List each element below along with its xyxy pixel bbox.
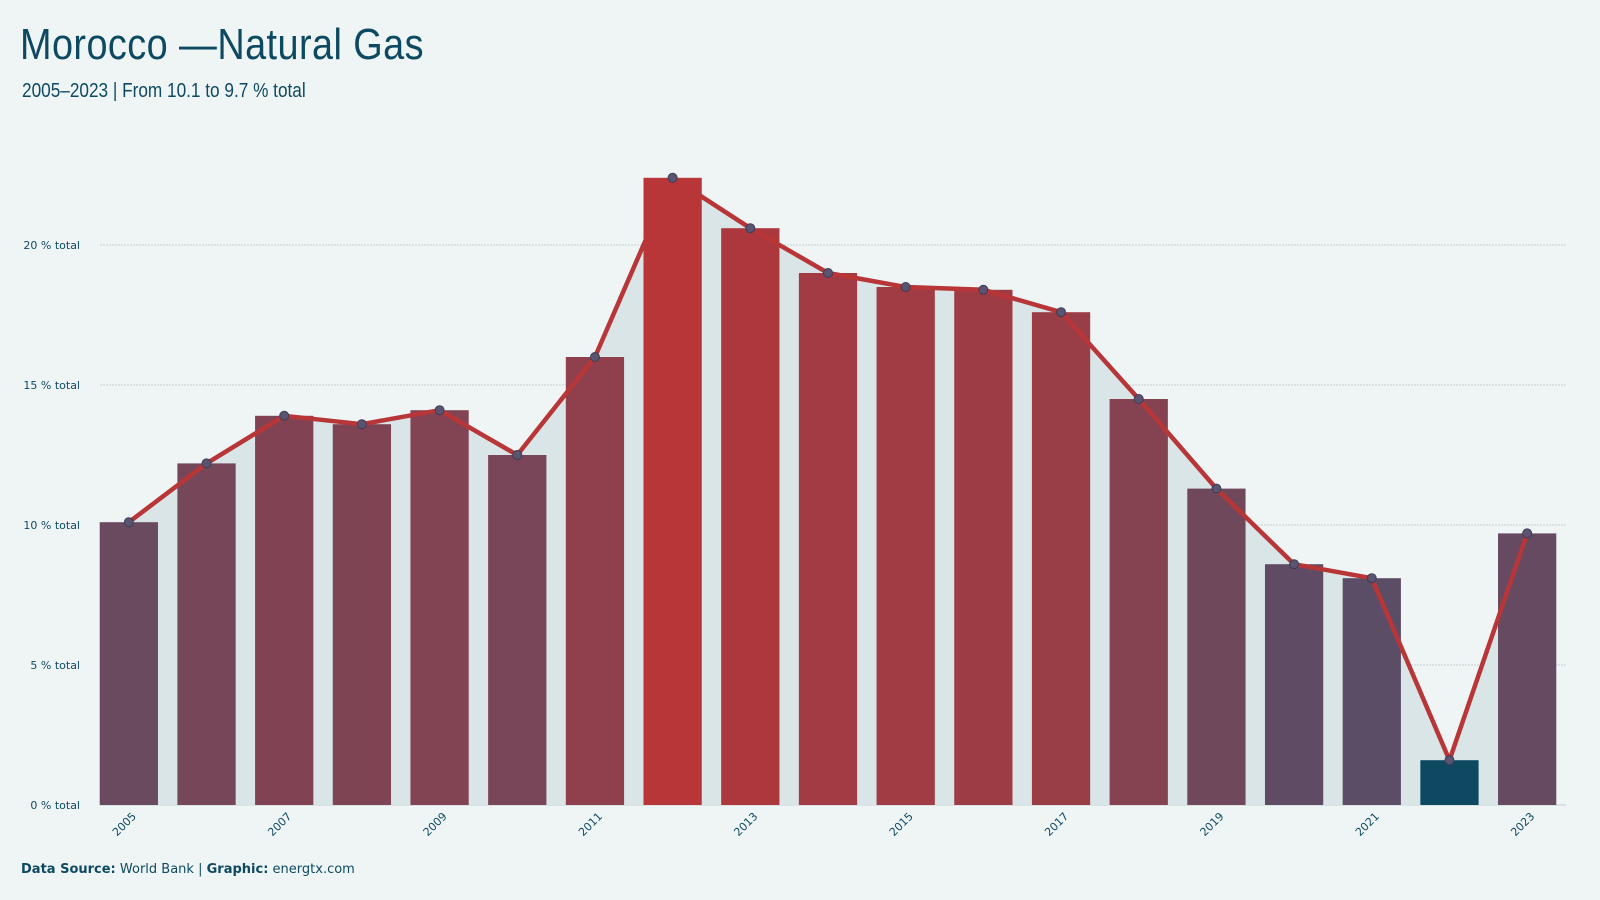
x-tick-label: 2017	[1042, 810, 1071, 839]
y-tick-label: 10 % total	[23, 519, 80, 532]
bar-2005	[99, 522, 158, 805]
point-2005	[123, 517, 134, 528]
bar-2012	[643, 177, 702, 806]
point-2012	[667, 172, 678, 183]
bar-2018	[1109, 399, 1168, 805]
bar-2017	[1031, 312, 1091, 805]
bar-2014	[798, 273, 858, 805]
bar-2023	[1498, 533, 1557, 805]
graphic-label: Graphic:	[206, 862, 269, 877]
point-2017	[1056, 307, 1067, 318]
bar-2021	[1342, 578, 1401, 805]
point-2006	[201, 458, 212, 469]
x-tick-label: 2005	[110, 810, 139, 839]
bar-2019	[1187, 488, 1246, 805]
footer-credits: Data Source: World Bank | Graphic: energ…	[21, 862, 355, 877]
bar-2015	[876, 287, 935, 805]
chart-subtitle: 2005–2023 | From 10.1 to 9.7 % total	[22, 80, 306, 102]
y-tick-label: 0 % total	[30, 799, 80, 812]
x-tick-label: 2013	[731, 810, 760, 839]
bar-2013	[721, 228, 780, 805]
x-tick-label: 2009	[421, 810, 450, 839]
point-2020	[1289, 559, 1300, 570]
source-label: Data Source:	[21, 862, 116, 877]
x-tick-label: 2011	[576, 810, 605, 839]
x-tick-label: 2015	[887, 810, 916, 839]
source-value: World Bank	[119, 862, 194, 877]
point-2023	[1522, 528, 1533, 539]
bar-2006	[177, 463, 236, 805]
bar-2010	[488, 455, 547, 805]
bar-2009	[410, 410, 469, 805]
bar-2020	[1264, 564, 1324, 805]
bar-2022	[1420, 760, 1479, 805]
point-2014	[823, 268, 833, 278]
point-2011	[589, 352, 600, 362]
x-tick-label: 2021	[1353, 810, 1382, 839]
y-tick-label: 20 % total	[23, 239, 80, 252]
chart-title: Morocco —Natural Gas	[20, 20, 424, 69]
y-tick-label: 5 % total	[30, 659, 80, 672]
point-2015	[900, 282, 911, 292]
footer-separator: |	[198, 862, 203, 877]
point-2021	[1366, 573, 1377, 584]
point-2013	[745, 223, 756, 234]
bar-2016	[954, 289, 1013, 805]
y-tick-label: 15 % total	[23, 379, 80, 392]
x-tick-label: 2023	[1508, 810, 1537, 839]
point-2008	[356, 419, 367, 430]
point-2007	[279, 410, 290, 421]
point-2010	[512, 450, 523, 460]
point-2022	[1444, 755, 1455, 766]
graphic-value: energtx.com	[272, 862, 355, 877]
bar-2008	[332, 424, 392, 805]
x-tick-label: 2007	[265, 810, 294, 839]
bar-2011	[565, 357, 625, 805]
point-2016	[978, 284, 989, 295]
point-2009	[434, 405, 445, 416]
point-2018	[1133, 394, 1144, 404]
point-2019	[1211, 483, 1222, 494]
x-tick-label: 2019	[1198, 810, 1227, 839]
bar-2007	[255, 415, 314, 805]
